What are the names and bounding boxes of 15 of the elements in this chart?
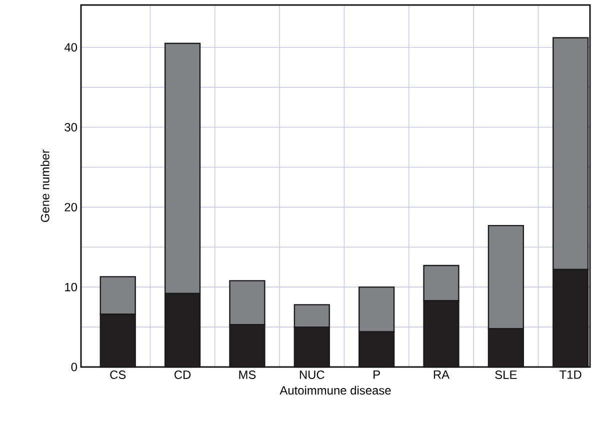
x-tick-label: CD: [174, 370, 191, 379]
x-tick-label: NUC: [300, 370, 324, 379]
x-axis-title: Autoimmune disease: [280, 386, 391, 395]
x-tick-label: T1D: [560, 370, 582, 379]
x-tick-label: MS: [239, 370, 256, 379]
y-axis-title: Gene number: [40, 150, 50, 222]
y-tick-label: 30: [64, 123, 78, 132]
y-tick-label: 0: [71, 362, 78, 372]
x-tick-label: SLE: [495, 370, 517, 379]
x-tick-label: RA: [434, 370, 450, 379]
x-tick-label: P: [374, 370, 380, 379]
y-tick-label: 10: [65, 282, 78, 292]
y-tick-label: 40: [64, 43, 78, 52]
y-tick-label: 20: [64, 202, 78, 212]
x-tick-label: CS: [110, 370, 126, 379]
